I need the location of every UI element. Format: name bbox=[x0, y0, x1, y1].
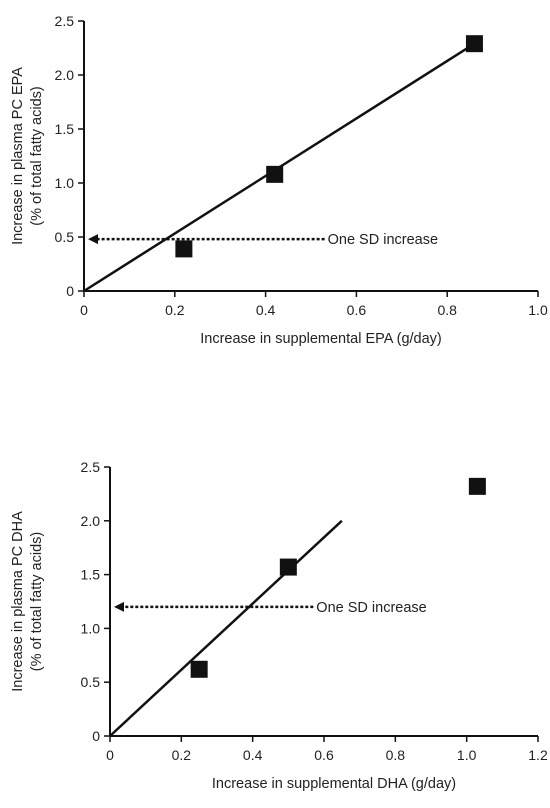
regression-line bbox=[109, 519, 343, 737]
y-axis-title-line: Increase in plasma PC DHA bbox=[10, 511, 26, 692]
x-tick-label: 0.8 bbox=[386, 747, 406, 763]
y-axis-title-line: (% of total fatty acids) bbox=[29, 86, 45, 225]
one-sd-arrow-head bbox=[114, 601, 124, 612]
x-tick-label: 0 bbox=[106, 747, 114, 763]
y-tick-label: 2.5 bbox=[55, 13, 75, 29]
y-tick-label: 0 bbox=[92, 728, 100, 744]
y-tick-label: 2.5 bbox=[81, 459, 101, 475]
x-tick-label: 1.0 bbox=[457, 747, 477, 763]
x-tick-label: 0.2 bbox=[172, 747, 192, 763]
data-point bbox=[190, 660, 208, 678]
y-tick-label: 1.5 bbox=[55, 121, 75, 137]
y-tick-label: 0 bbox=[66, 283, 74, 299]
x-axis-title: Increase in supplemental EPA (g/day) bbox=[200, 331, 442, 347]
dha-chart: 0 0.2 0.4 0.6 0.8 1.0 1.2 0 0.5 1.0 1.5 2.0 2.5 Incre… bbox=[10, 459, 548, 792]
x-axis-title: Increase in supplemental DHA (g/day) bbox=[212, 776, 456, 792]
x-tick-label: 1.2 bbox=[528, 747, 548, 763]
data-point bbox=[266, 165, 284, 183]
y-tick-label: 0.5 bbox=[55, 229, 75, 245]
y-tick-label: 1.0 bbox=[81, 620, 101, 636]
x-tick-label: 0.6 bbox=[314, 747, 334, 763]
x-tick-label: 0.4 bbox=[256, 302, 276, 318]
y-axis-title-line: (% of total fatty acids) bbox=[29, 532, 45, 671]
x-tick-label: 0.2 bbox=[165, 302, 185, 318]
one-sd-arrow-head bbox=[88, 234, 98, 245]
y-tick-label: 0.5 bbox=[81, 674, 101, 690]
x-tick-label: 0.6 bbox=[347, 302, 367, 318]
y-axis-title: Increase in plasma PC EPA (% of total fat… bbox=[10, 67, 45, 245]
x-tick-label: 0.4 bbox=[243, 747, 263, 763]
data-point bbox=[465, 35, 483, 53]
y-axis-title: Increase in plasma PC DHA (% of total fat… bbox=[10, 511, 45, 692]
one-sd-annotation: One SD increase bbox=[316, 600, 426, 616]
y-tick-label: 2.0 bbox=[55, 67, 75, 83]
y-axis-title-line: Increase in plasma PC EPA bbox=[10, 67, 26, 245]
x-tick-label: 0 bbox=[80, 302, 88, 318]
y-tick-label: 1.0 bbox=[55, 175, 75, 191]
x-tick-label: 1.0 bbox=[528, 302, 548, 318]
one-sd-annotation: One SD increase bbox=[328, 232, 438, 248]
x-tick-label: 0.8 bbox=[437, 302, 457, 318]
y-tick-label: 2.0 bbox=[81, 513, 101, 529]
y-tick-label: 1.5 bbox=[81, 567, 101, 583]
data-point bbox=[468, 477, 486, 495]
data-point bbox=[175, 240, 193, 258]
data-point bbox=[279, 558, 297, 576]
epa-chart: 0 0.2 0.4 0.6 0.8 1.0 0 0.5 1.0 1.5 2.0 2.5 Increase… bbox=[10, 13, 548, 347]
